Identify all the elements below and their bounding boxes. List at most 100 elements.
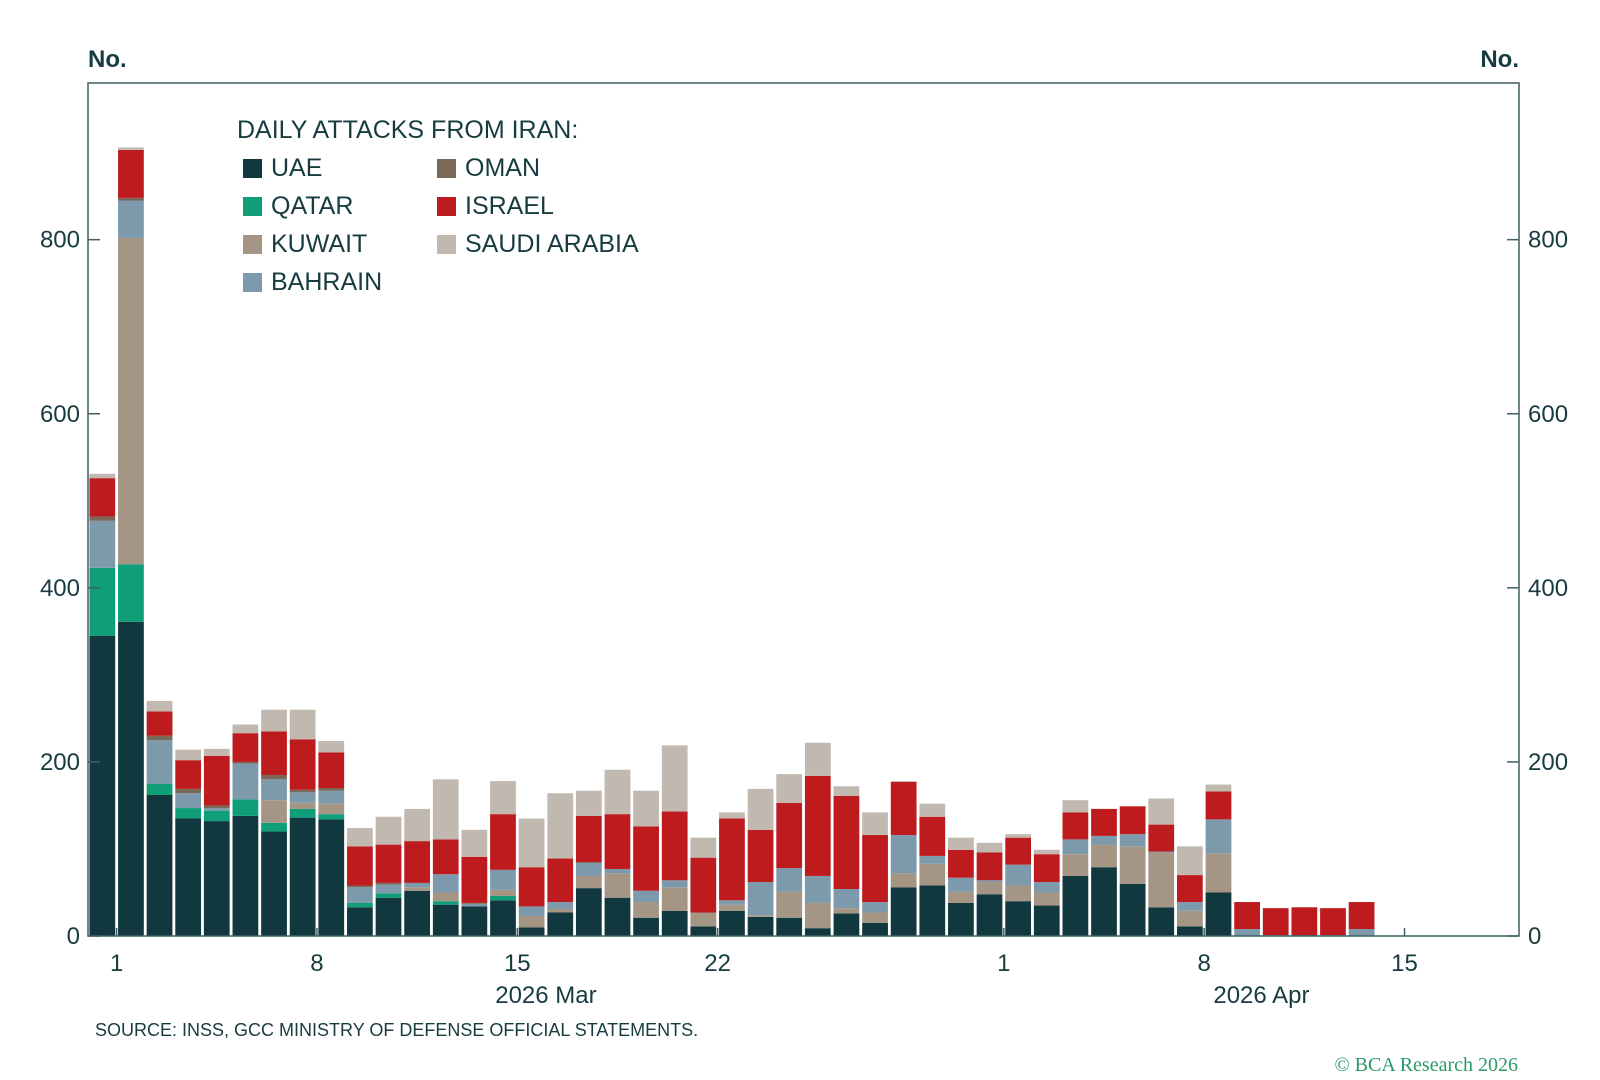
legend-swatch-uae [243, 159, 262, 178]
bar-israel [976, 852, 1003, 881]
legend-item-oman: OMAN [437, 154, 540, 183]
legend-item-qatar: QATAR [243, 192, 353, 221]
bar-uae [890, 887, 917, 936]
bar-bahrain [1234, 929, 1260, 936]
bar-israel [146, 711, 173, 736]
y-tick-label-left: 600 [40, 401, 80, 428]
bar-bahrain [375, 884, 402, 894]
bar-uae [862, 922, 888, 936]
bar-kuwait [547, 909, 574, 913]
bar-israel [1148, 824, 1175, 852]
bar-kuwait [261, 800, 287, 823]
plot-frame [87, 82, 1520, 937]
bar-bahrain [232, 763, 259, 800]
bar-bahrain [776, 868, 803, 892]
bar-uae [175, 818, 202, 936]
y-axis-label-right: No. [1480, 46, 1519, 73]
bar-uae [547, 912, 574, 936]
bar-uae [1062, 875, 1089, 936]
legend-swatch-qatar [243, 197, 262, 216]
bar-bahrain [203, 808, 230, 811]
bar-uae [404, 890, 431, 936]
bar-uae [89, 635, 116, 936]
bar-uae [604, 897, 631, 936]
bar-bahrain [661, 880, 688, 888]
bar-israel [1091, 808, 1117, 836]
bar-israel [1062, 812, 1089, 840]
bar-qatar [261, 822, 287, 832]
bar-israel [862, 835, 888, 903]
bar-bahrain [461, 903, 488, 907]
x-tick-label: 8 [1198, 950, 1211, 977]
bar-uae [490, 900, 516, 936]
bar-uae [575, 888, 602, 936]
bar-israel [890, 781, 917, 836]
bar-saudi-arabia [261, 709, 287, 732]
bar-kuwait [1176, 910, 1203, 927]
bar-uae [146, 794, 173, 936]
bar-saudi-arabia [976, 842, 1003, 853]
bar-oman [146, 735, 173, 741]
bar-saudi-arabia [461, 829, 488, 857]
x-tick-label: 15 [1391, 950, 1418, 977]
bar-saudi-arabia [719, 812, 745, 819]
bar-israel [404, 841, 431, 883]
bar-bahrain [804, 875, 831, 903]
bar-bahrain [432, 874, 459, 893]
bar-uae [1091, 867, 1117, 936]
bar-kuwait [1062, 854, 1089, 876]
bar-saudi-arabia [661, 745, 688, 812]
x-month-label: 2026 Mar [495, 982, 596, 1009]
bar-israel [432, 839, 459, 875]
bar-saudi-arabia [547, 793, 574, 859]
bar-saudi-arabia [747, 788, 774, 830]
bar-saudi-arabia [1062, 800, 1089, 813]
legend-label: UAE [271, 154, 323, 182]
bar-uae [1033, 905, 1060, 936]
bar-saudi-arabia [833, 786, 860, 796]
bar-uae [461, 906, 488, 936]
bar-kuwait [747, 915, 774, 917]
bar-uae [976, 894, 1003, 936]
bar-bahrain [547, 902, 574, 910]
bar-qatar [347, 902, 373, 908]
bar-israel [1119, 806, 1146, 835]
bar-saudi-arabia [375, 816, 402, 845]
bar-oman [318, 788, 345, 791]
bar-saudi-arabia [575, 790, 602, 816]
y-tick-label-right: 400 [1528, 575, 1568, 602]
legend-swatch-bahrain [243, 273, 262, 292]
bars-layer [89, 147, 1375, 936]
bar-saudi-arabia [1176, 846, 1203, 876]
bar-israel [747, 829, 774, 883]
bar-israel [690, 857, 717, 913]
bar-oman [347, 885, 373, 888]
bar-saudi-arabia [89, 473, 116, 479]
bar-uae [318, 819, 345, 936]
bar-bahrain [1205, 819, 1232, 854]
bar-bahrain [890, 835, 917, 874]
bar-oman [461, 902, 488, 904]
bar-uae [633, 917, 659, 936]
bar-uae [1148, 907, 1175, 936]
bar-kuwait [804, 902, 831, 929]
bar-uae [747, 916, 774, 936]
bar-uae [661, 910, 688, 936]
bar-bahrain [719, 900, 745, 905]
legend-item-bahrain: BAHRAIN [243, 268, 382, 297]
y-tick-label-right: 600 [1528, 401, 1568, 428]
bar-uae [1005, 901, 1032, 936]
bar-bahrain [919, 855, 946, 864]
bar-bahrain [175, 793, 202, 809]
bar-kuwait [575, 875, 602, 889]
bar-uae [432, 904, 459, 936]
bar-uae [518, 927, 545, 936]
bar-israel [375, 844, 402, 883]
bar-saudi-arabia [518, 818, 545, 868]
bar-oman [175, 788, 202, 794]
bar-saudi-arabia [347, 828, 373, 847]
bar-bahrain [289, 792, 316, 803]
bar-israel [547, 858, 574, 903]
bar-kuwait [289, 802, 316, 809]
